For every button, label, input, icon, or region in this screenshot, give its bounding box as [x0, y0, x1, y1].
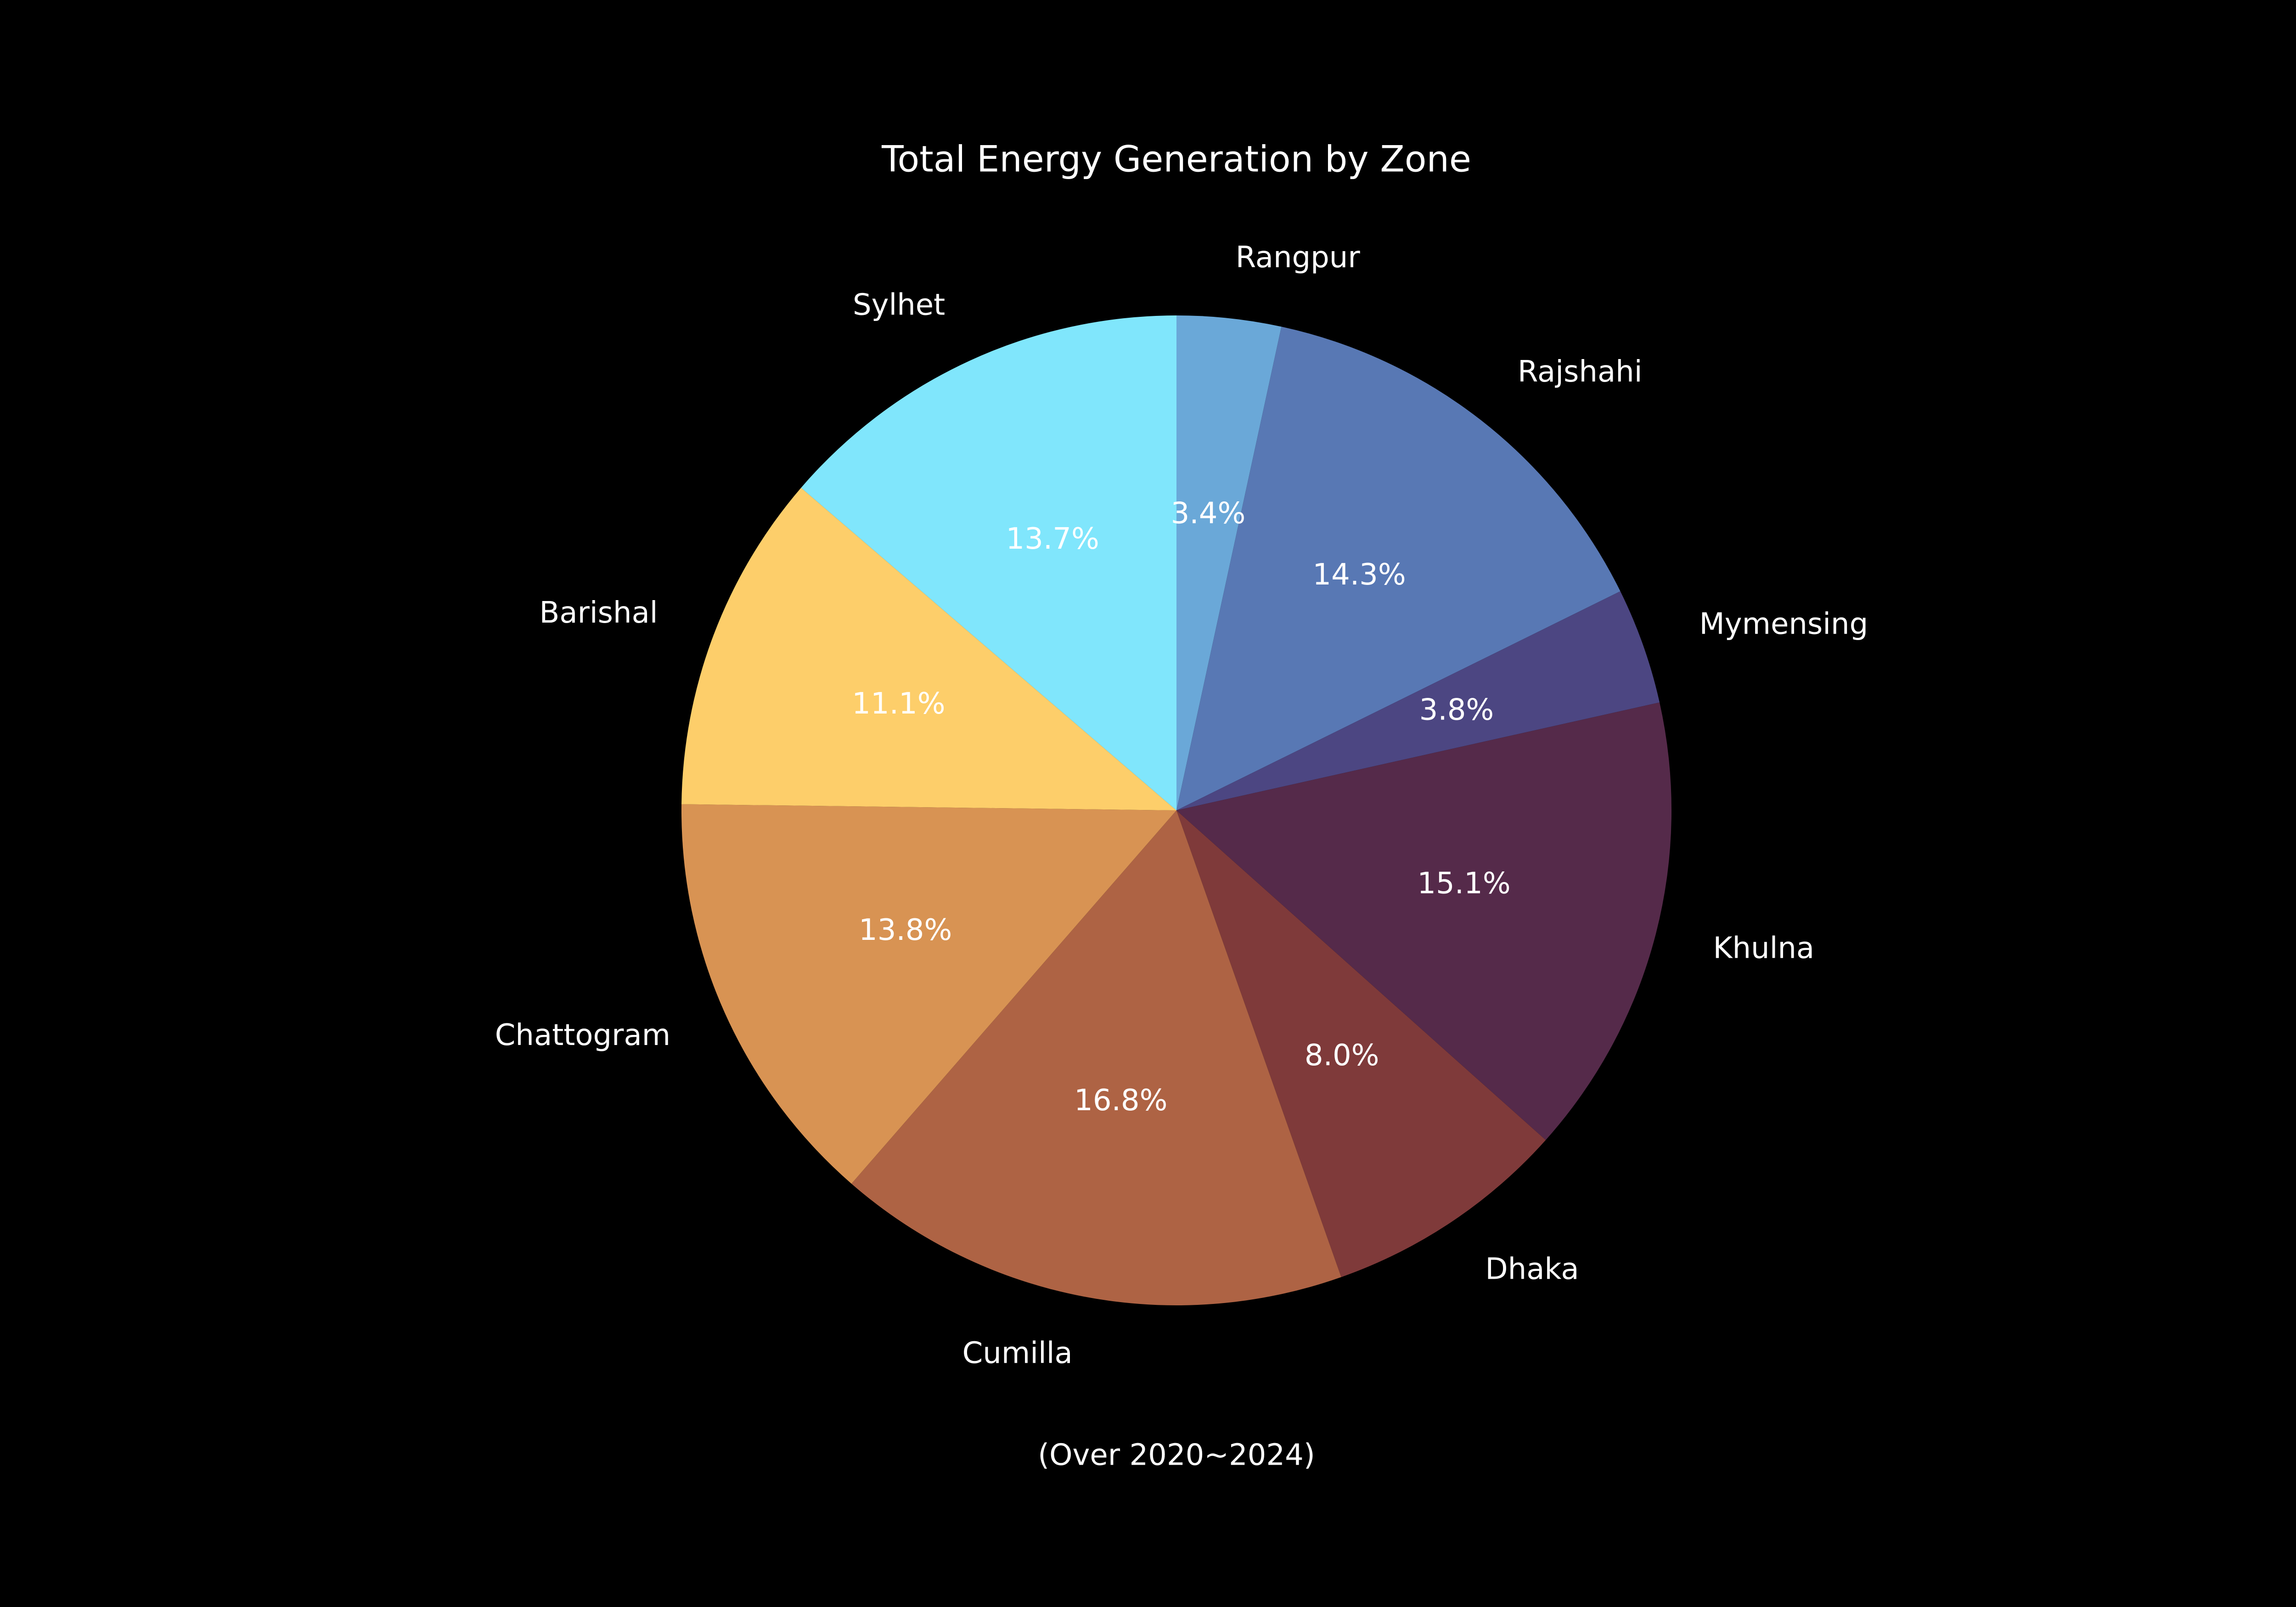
slice-label-rangpur: Rangpur	[1236, 241, 1361, 275]
pie-slice-sylhet	[801, 315, 1176, 810]
pie-slice-dhaka	[1176, 810, 1546, 1277]
pct-label-mymensing: 3.8%	[1419, 693, 1494, 727]
chart-title: Total Energy Generation by Zone	[881, 139, 1471, 180]
pie-slices	[681, 315, 1671, 1305]
pct-label-chattogram: 13.8%	[859, 913, 952, 947]
chart-subtitle: (Over 2020~2024)	[1038, 1438, 1315, 1472]
slice-label-rajshahi: Rajshahi	[1518, 355, 1643, 389]
pct-label-sylhet: 13.7%	[1006, 522, 1099, 556]
pie-slice-chattogram	[681, 804, 1176, 1184]
pct-label-barishal: 11.1%	[852, 687, 945, 721]
slice-label-chattogram: Chattogram	[495, 1018, 670, 1052]
slice-label-sylhet: Sylhet	[853, 288, 945, 322]
slice-label-mymensing: Mymensing	[1699, 607, 1868, 641]
pie-slice-rajshahi	[1176, 326, 1621, 811]
pct-label-cumilla: 16.8%	[1074, 1084, 1167, 1118]
slice-label-barishal: Barishal	[539, 596, 658, 630]
pct-label-dhaka: 8.0%	[1305, 1039, 1379, 1073]
slice-label-cumilla: Cumilla	[962, 1337, 1073, 1371]
pie-slice-rangpur	[1176, 315, 1282, 810]
pct-label-khulna: 15.1%	[1417, 866, 1510, 900]
slice-label-dhaka: Dhaka	[1485, 1252, 1579, 1286]
pct-label-rajshahi: 14.3%	[1312, 558, 1406, 592]
slice-labels: Rangpur Rajshahi Mymensing Khulna Dhaka Cumil…	[495, 241, 1868, 1370]
pie-slice-cumilla	[851, 810, 1341, 1305]
pie-slice-mymensing	[1176, 591, 1660, 810]
slice-label-khulna: Khulna	[1713, 932, 1814, 966]
pct-label-rangpur: 3.4%	[1171, 496, 1246, 530]
pie-slice-barishal	[681, 488, 1176, 810]
pie-slice-khulna	[1176, 702, 1671, 1140]
percent-labels: 3.4% 14.3% 3.8% 15.1% 8.0% 16.8% 13.8% 11.1% 13.…	[852, 496, 1510, 1117]
